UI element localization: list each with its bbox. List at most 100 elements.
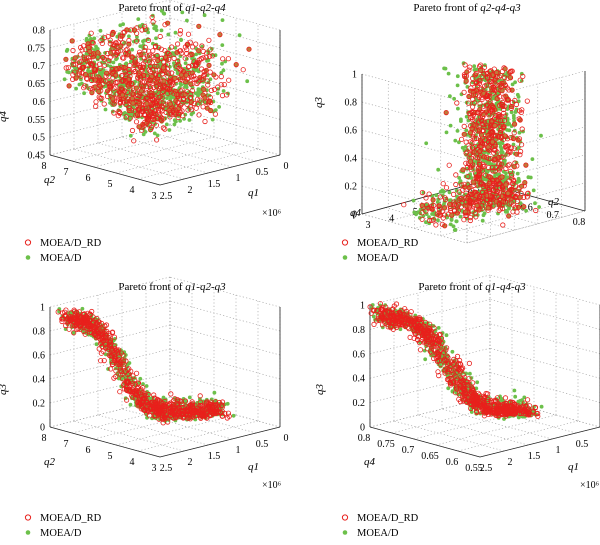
z-tick-label: 0.45 (28, 151, 46, 162)
point-moead-rd (475, 174, 481, 180)
point-moead (225, 401, 230, 406)
point-moead-rd (467, 164, 473, 170)
point-moead-rd (112, 355, 118, 361)
point-moead-rd (476, 168, 482, 174)
point-moead-rd (199, 66, 205, 72)
point-moead-rd (162, 22, 168, 28)
point-moead-rd (479, 140, 485, 146)
point-moead-rd (502, 144, 508, 150)
point-moead (173, 65, 177, 69)
y-tick-label: 7 (64, 167, 69, 178)
point-moead-rd (478, 132, 485, 138)
point-moead-rd (197, 409, 203, 415)
point-moead-rd (472, 92, 479, 98)
point-moead-rd (517, 152, 523, 158)
point-moead-rd (95, 50, 101, 56)
point-moead-rd (501, 110, 507, 116)
point-moead (173, 30, 178, 35)
point-moead-rd (440, 215, 446, 221)
point-moead (444, 333, 449, 338)
point-moead-rd (145, 96, 151, 102)
point-moead-rd (184, 50, 190, 57)
point-moead-rd (177, 398, 183, 404)
point-moead-rd (162, 404, 168, 410)
point-moead (497, 141, 502, 146)
point-moead-rd (476, 63, 483, 70)
point-moead-rd (120, 363, 126, 370)
point-moead (80, 306, 85, 311)
point-moead-rd (450, 191, 457, 197)
point-moead (128, 116, 132, 120)
point-moead-rd (467, 64, 473, 70)
point-moead-rd (188, 81, 194, 87)
point-moead-rd (207, 69, 213, 75)
point-moead-rd (468, 85, 474, 91)
point-moead-rd (167, 101, 173, 107)
point-moead (155, 133, 160, 138)
point-moead-rd (142, 48, 148, 54)
point-moead-rd (193, 41, 199, 47)
title-vars: q1-q2-q3 (185, 281, 226, 293)
point-moead-rd (499, 206, 506, 212)
title-prefix: Pareto front of (413, 2, 480, 14)
point-moead-rd (451, 199, 457, 205)
y-tick-label: 3 (152, 463, 157, 474)
point-moead-rd (126, 41, 132, 47)
z-tick-label: 0.2 (353, 398, 366, 409)
point-moead-rd (78, 318, 84, 325)
point-moead (138, 44, 143, 49)
point-moead-rd (524, 194, 530, 200)
point-moead (531, 188, 536, 193)
point-moead-rd (115, 350, 121, 356)
point-moead-rd (475, 197, 481, 203)
point-moead-rd (81, 328, 87, 335)
point-moead-rd (121, 358, 127, 364)
panel-q1-q2-q4: Pareto front of q1-q2-q400.511.522.53456… (0, 0, 289, 264)
point-moead-rd (240, 67, 246, 73)
x-axis-label: q1 (248, 187, 259, 199)
point-moead-rd (129, 393, 135, 399)
point-moead-rd (500, 106, 507, 113)
point-moead (167, 128, 172, 132)
point-moead (128, 402, 133, 407)
point-moead-rd (206, 62, 212, 69)
point-moead-rd (101, 101, 107, 107)
point-moead (455, 83, 460, 88)
point-moead-rd (89, 308, 95, 315)
point-moead-rd (160, 84, 166, 90)
point-moead-rd (128, 27, 134, 33)
point-moead-rd (510, 193, 516, 199)
point-moead-rd (493, 199, 499, 205)
point-moead-rd (177, 27, 184, 34)
point-moead (212, 390, 217, 395)
point-moead-rd (139, 127, 145, 133)
point-moead-rd (103, 78, 109, 84)
grid (369, 274, 600, 458)
point-moead (448, 123, 453, 128)
title-prefix: Pareto front of (118, 281, 185, 293)
point-moead-rd (119, 92, 126, 98)
point-moead-rd (133, 85, 139, 91)
point-moead-rd (148, 111, 154, 117)
point-moead-rd (503, 165, 509, 172)
point-moead-rd (77, 313, 83, 319)
point-moead (111, 60, 116, 65)
point-moead-rd (503, 182, 509, 188)
point-moead-rd (470, 75, 476, 82)
point-moead-rd (90, 62, 96, 68)
point-moead-rd (224, 92, 230, 98)
point-moead-rd (154, 102, 160, 109)
point-moead-rd (427, 205, 433, 211)
point-moead (144, 384, 149, 388)
point-moead-rd (474, 182, 480, 188)
point-moead-rd (189, 44, 196, 50)
point-moead-rd (140, 407, 146, 413)
point-moead (167, 46, 172, 51)
point-moead-rd (180, 113, 186, 119)
point-moead (220, 18, 225, 22)
point-moead (449, 217, 454, 221)
legend-label: MOEA/D_RD (357, 238, 419, 249)
point-moead (515, 171, 520, 176)
point-moead-rd (91, 328, 98, 335)
